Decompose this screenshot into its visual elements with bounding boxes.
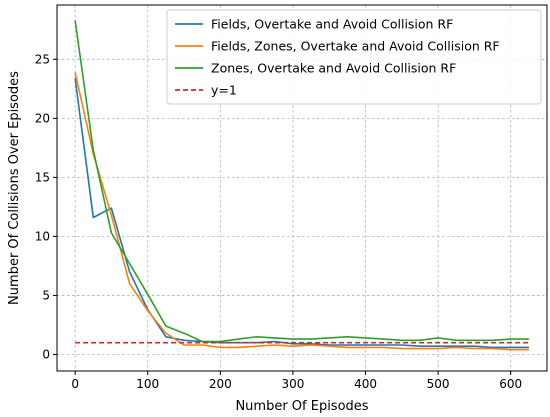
x-tick-label: 500: [427, 377, 450, 391]
x-tick-label: 100: [136, 377, 159, 391]
series-line-2: [74, 72, 529, 351]
legend: Fields, Overtake and Avoid Collision RF F…: [166, 9, 542, 105]
x-tick-label: 300: [281, 377, 304, 391]
legend-label: y=1: [211, 83, 237, 98]
y-tick-label: 10: [35, 229, 50, 243]
x-tick-label: 600: [499, 377, 522, 391]
legend-label: Zones, Overtake and Avoid Collision RF: [211, 61, 456, 76]
legend-box: [166, 9, 542, 105]
y-tick-label: 25: [35, 52, 50, 66]
y-axis-title: Number Of Collisions Over Episodes: [7, 71, 22, 305]
plot-frame: [56, 4, 548, 372]
series-line-3: [74, 20, 529, 343]
legend-label: Fields, Overtake and Avoid Collision RF: [211, 17, 453, 32]
y-tick-label: 15: [35, 170, 50, 184]
axis-ticks: 0 100 200 300 400 500 600 0 5 10 15 20 25: [35, 52, 522, 391]
y-tick-label: 20: [35, 111, 50, 125]
x-tick-label: 400: [354, 377, 377, 391]
y-tick-label: 0: [42, 347, 50, 361]
x-tick-label: 200: [209, 377, 232, 391]
x-axis-title: Number Of Episodes: [235, 399, 368, 414]
legend-label: Fields, Zones, Overtake and Avoid Collis…: [211, 39, 500, 54]
x-tick-label: 0: [71, 377, 79, 391]
y-tick-label: 5: [42, 288, 50, 302]
series-lines: [74, 20, 529, 351]
